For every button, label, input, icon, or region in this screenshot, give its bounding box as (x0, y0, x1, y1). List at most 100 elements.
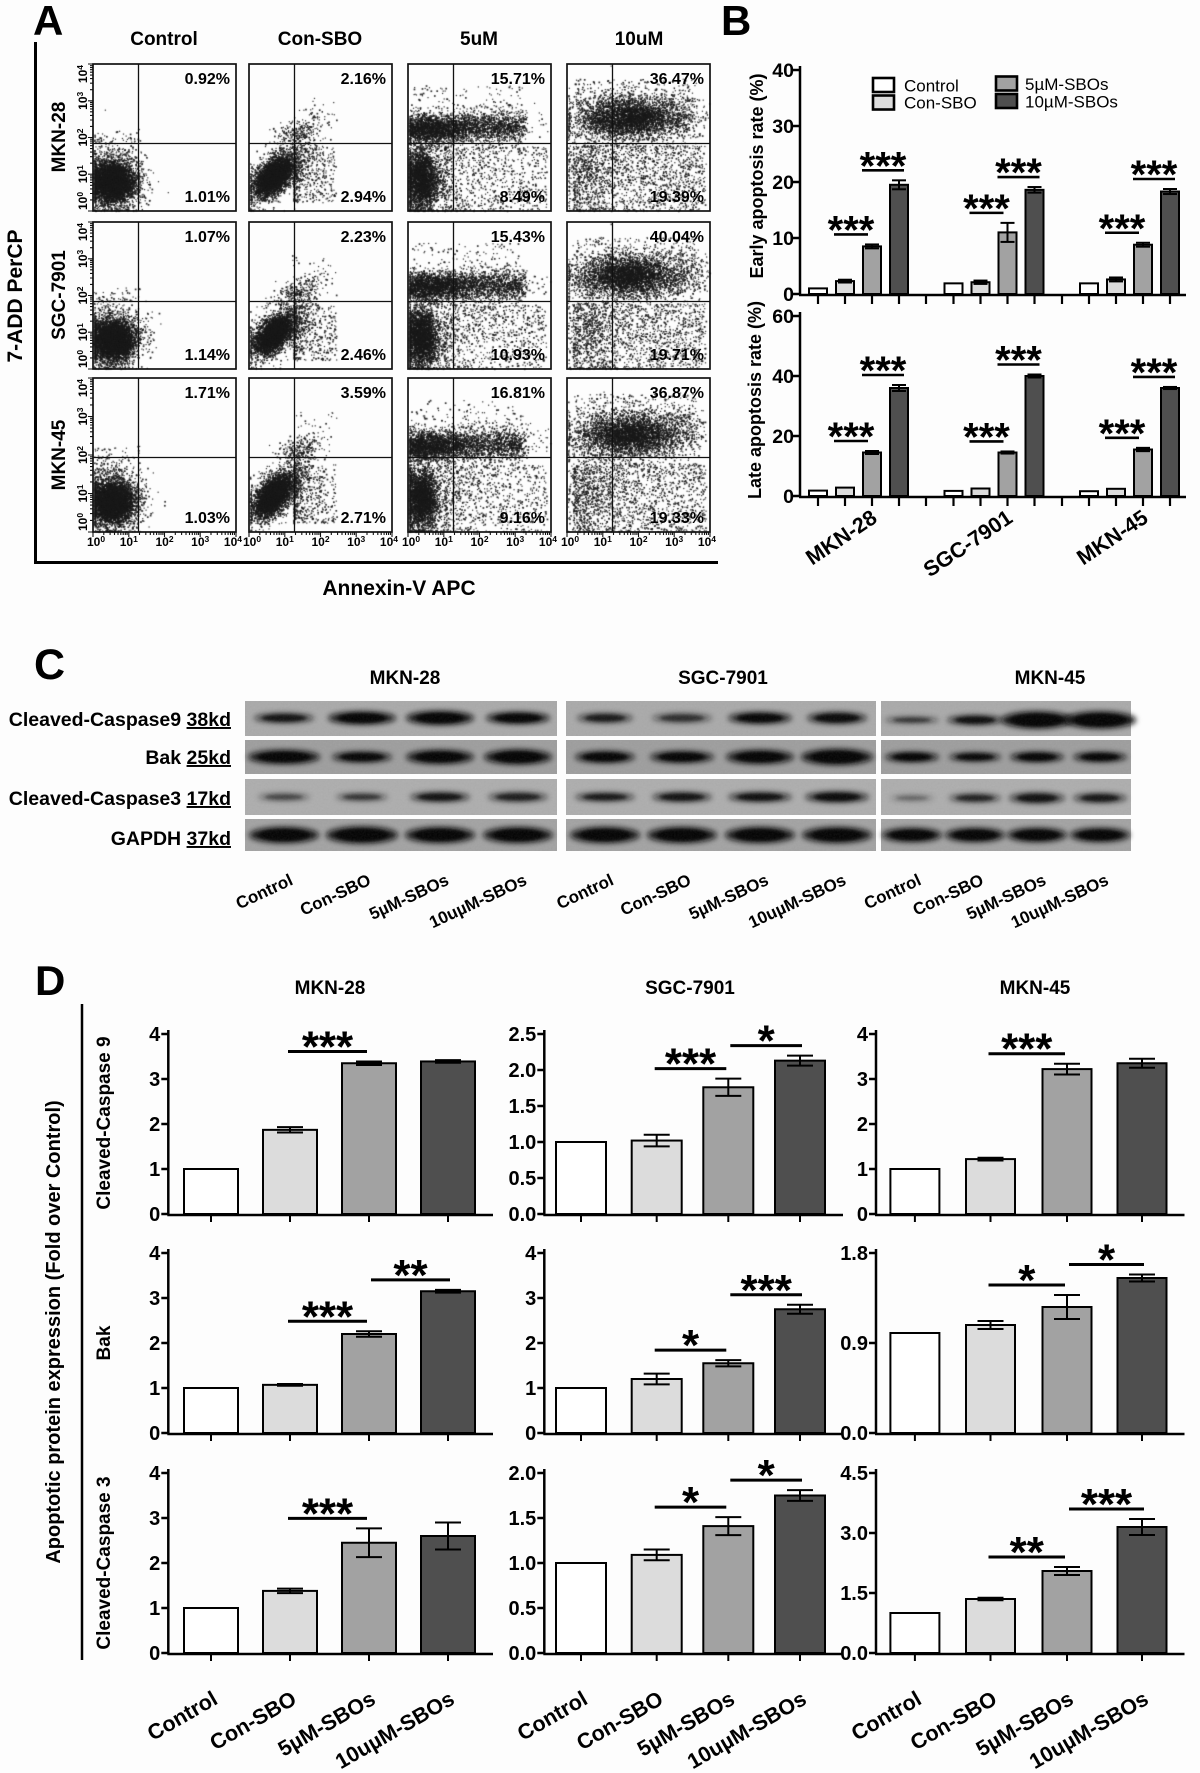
svg-text:1: 1 (525, 1378, 536, 1400)
svg-text:1.0: 1.0 (508, 1553, 536, 1575)
svg-text:Apoptotic protein expression (: Apoptotic protein expression (Fold over … (43, 1100, 65, 1563)
svg-text:0: 0 (149, 1423, 160, 1445)
svg-text:SGC-7901: SGC-7901 (645, 978, 735, 999)
svg-text:MKN-45: MKN-45 (1015, 668, 1086, 689)
svg-text:***: *** (1099, 207, 1146, 251)
svg-text:Con-SBO: Con-SBO (904, 94, 977, 113)
svg-text:103: 103 (75, 91, 90, 109)
svg-text:MKN-45: MKN-45 (1073, 505, 1153, 570)
svg-text:2.0: 2.0 (508, 1463, 536, 1485)
svg-text:0.92%: 0.92% (185, 71, 230, 88)
svg-text:2.46%: 2.46% (341, 347, 386, 364)
svg-text:***: *** (860, 144, 907, 188)
svg-text:Cleaved-Caspase 3: Cleaved-Caspase 3 (94, 1476, 115, 1649)
svg-text:SGC-7901: SGC-7901 (678, 668, 768, 689)
svg-text:102: 102 (75, 286, 90, 304)
svg-text:30: 30 (772, 116, 794, 138)
svg-text:1.5: 1.5 (508, 1096, 536, 1118)
svg-text:20: 20 (772, 172, 794, 194)
svg-text:1.71%: 1.71% (185, 385, 230, 402)
svg-text:102: 102 (75, 446, 90, 464)
svg-text:D: D (35, 957, 65, 1004)
svg-text:40: 40 (772, 366, 794, 388)
svg-text:MKN-28: MKN-28 (370, 668, 441, 689)
svg-text:0: 0 (783, 284, 794, 306)
svg-text:2.16%: 2.16% (341, 71, 386, 88)
svg-text:4: 4 (149, 1024, 161, 1046)
svg-text:3: 3 (857, 1069, 868, 1091)
svg-text:100: 100 (561, 534, 579, 549)
svg-text:0.0: 0.0 (840, 1643, 868, 1665)
svg-text:1: 1 (149, 1378, 160, 1400)
svg-text:5µM-SBOs: 5µM-SBOs (1025, 75, 1108, 94)
svg-text:**: ** (1010, 1528, 1045, 1577)
svg-text:0.0: 0.0 (508, 1643, 536, 1665)
svg-text:3: 3 (149, 1508, 160, 1530)
svg-text:Con-SBO: Con-SBO (617, 870, 693, 919)
svg-text:100: 100 (243, 534, 261, 549)
svg-text:SGC-7901: SGC-7901 (919, 505, 1017, 582)
svg-text:40.04%: 40.04% (650, 229, 704, 246)
svg-text:1.01%: 1.01% (185, 189, 230, 206)
svg-text:***: *** (1081, 1480, 1133, 1529)
svg-text:4: 4 (857, 1024, 869, 1046)
svg-text:MKN-45: MKN-45 (49, 419, 70, 490)
svg-text:104: 104 (75, 223, 90, 241)
svg-text:2.5: 2.5 (508, 1024, 536, 1046)
svg-text:A: A (33, 0, 63, 44)
svg-text:40: 40 (772, 60, 794, 82)
svg-text:2: 2 (149, 1333, 160, 1355)
svg-text:1: 1 (149, 1598, 160, 1620)
svg-text:104: 104 (380, 534, 398, 549)
svg-text:100: 100 (402, 534, 420, 549)
svg-text:1: 1 (149, 1159, 160, 1181)
svg-text:Cleaved-Caspase9 38kd: Cleaved-Caspase9 38kd (9, 709, 231, 731)
svg-text:Cleaved-Caspase 9: Cleaved-Caspase 9 (94, 1036, 115, 1209)
svg-text:1.5: 1.5 (840, 1583, 868, 1605)
svg-text:***: *** (302, 1292, 354, 1341)
svg-text:104: 104 (224, 534, 242, 549)
svg-text:2: 2 (525, 1333, 536, 1355)
svg-text:*: * (682, 1321, 700, 1370)
svg-text:3.0: 3.0 (840, 1523, 868, 1545)
svg-text:19.33%: 19.33% (650, 510, 704, 527)
svg-text:***: *** (995, 339, 1042, 383)
svg-text:2: 2 (149, 1553, 160, 1575)
svg-text:1.14%: 1.14% (185, 347, 230, 364)
svg-text:1.07%: 1.07% (185, 229, 230, 246)
svg-text:103: 103 (75, 407, 90, 425)
svg-text:1.8: 1.8 (840, 1243, 868, 1265)
svg-text:2.23%: 2.23% (341, 229, 386, 246)
svg-text:7-ADD PerCP: 7-ADD PerCP (4, 229, 27, 362)
svg-text:101: 101 (75, 484, 90, 502)
svg-text:4: 4 (525, 1243, 537, 1265)
svg-text:5uM: 5uM (460, 29, 498, 50)
svg-text:16.81%: 16.81% (491, 385, 545, 402)
svg-text:*: * (682, 1478, 700, 1527)
svg-text:0: 0 (149, 1643, 160, 1665)
svg-text:3: 3 (149, 1288, 160, 1310)
svg-text:104: 104 (75, 65, 90, 83)
svg-text:0: 0 (525, 1423, 536, 1445)
svg-text:MKN-28: MKN-28 (295, 978, 366, 999)
svg-text:***: *** (963, 415, 1010, 459)
svg-text:3: 3 (525, 1288, 536, 1310)
svg-text:0.0: 0.0 (840, 1423, 868, 1445)
svg-text:10.93%: 10.93% (491, 347, 545, 364)
svg-text:104: 104 (539, 534, 557, 549)
svg-text:10uµM-SBOs: 10uµM-SBOs (683, 1687, 810, 1773)
svg-text:***: *** (828, 415, 875, 459)
svg-text:20: 20 (772, 426, 794, 448)
svg-text:***: *** (860, 349, 907, 393)
svg-text:104: 104 (75, 379, 90, 397)
svg-text:GAPDH 37kd: GAPDH 37kd (111, 828, 231, 850)
svg-text:***: *** (995, 151, 1042, 195)
svg-text:103: 103 (75, 249, 90, 267)
svg-text:Late apoptosis rate (%): Late apoptosis rate (%) (745, 301, 765, 499)
svg-text:*: * (1018, 1256, 1036, 1305)
svg-text:15.71%: 15.71% (491, 71, 545, 88)
svg-text:100: 100 (75, 513, 90, 531)
svg-text:***: *** (665, 1040, 717, 1089)
svg-text:***: *** (1131, 153, 1178, 197)
svg-text:4.5: 4.5 (840, 1463, 868, 1485)
